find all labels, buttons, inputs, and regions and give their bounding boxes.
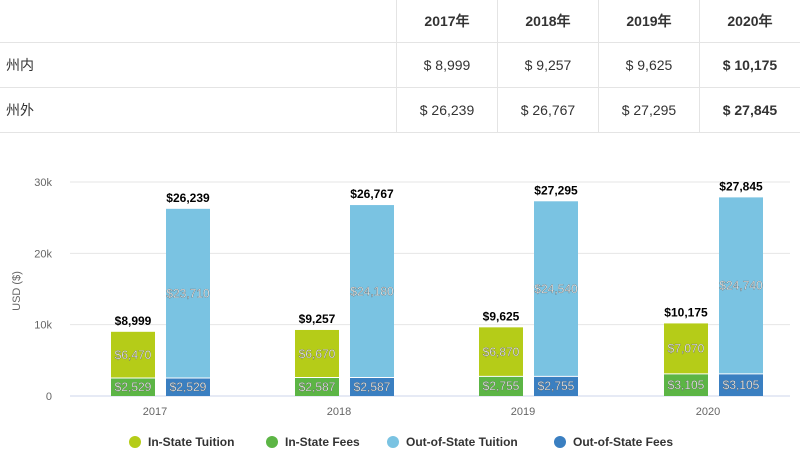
- bar-segment: [166, 208, 210, 378]
- legend-label: Out-of-State Fees: [573, 435, 673, 449]
- x-tick-label: 2017: [143, 406, 167, 418]
- data-label: $23,710: [166, 286, 210, 300]
- bar-segment: [295, 377, 339, 396]
- year-header: 2020年: [698, 0, 800, 43]
- data-label: $2,529: [170, 380, 207, 394]
- x-tick-label: 2020: [696, 406, 720, 418]
- y-tick-label: 0: [46, 391, 52, 403]
- table-cell: $ 27,845: [698, 87, 800, 133]
- x-tick-label: 2018: [327, 406, 351, 418]
- tuition-table: 2017年 2018年 2019年 2020年 州内 $ 8,999 $ 9,2…: [0, 0, 800, 133]
- bar-segment: [719, 197, 763, 374]
- bar-segment: [111, 377, 155, 396]
- bar-segment: [111, 331, 155, 378]
- legend-swatch: [554, 436, 566, 448]
- bar-segment: [534, 201, 578, 377]
- bar-segment: [295, 329, 339, 378]
- legend-swatch: [387, 436, 399, 448]
- total-label: $27,845: [719, 179, 763, 193]
- legend-item-in-state-tuition[interactable]: In-State Tuition: [129, 435, 234, 449]
- chart-legend: In-State Tuition In-State Fees Out-of-St…: [129, 435, 673, 449]
- row-label: 州外: [0, 87, 397, 133]
- data-label: $24,740: [719, 279, 763, 293]
- total-label: $9,257: [299, 312, 336, 326]
- table-row-in-state: 州内 $ 8,999 $ 9,257 $ 9,625 $ 10,175: [0, 42, 800, 88]
- data-label: $2,529: [115, 380, 152, 394]
- total-label: $26,239: [166, 191, 210, 205]
- chart-bars: $2,529 $6,470 $8,999 $2,529 $23,710 $26,239 $2…: [111, 179, 763, 396]
- table-cell: $ 26,239: [396, 87, 498, 133]
- table-header-row: 2017年 2018年 2019年 2020年: [0, 0, 800, 43]
- data-label: $2,587: [354, 380, 391, 394]
- table-corner-cell: [0, 0, 397, 43]
- legend-swatch: [129, 436, 141, 448]
- data-label: $24,540: [534, 282, 578, 296]
- table-cell: $ 8,999: [396, 42, 498, 88]
- y-axis: USD ($) 0 10k 20k 30k: [11, 177, 52, 403]
- bar-segment: [350, 377, 394, 396]
- total-label: $9,625: [483, 309, 520, 323]
- data-label: $6,470: [115, 348, 152, 362]
- bar-segment: [166, 377, 210, 396]
- total-label: $8,999: [115, 314, 152, 328]
- bar-segment: [534, 376, 578, 396]
- x-axis: 2017 2018 2019 2020: [143, 406, 720, 418]
- data-label: $7,070: [668, 342, 705, 356]
- bar-segment: [479, 327, 523, 377]
- year-header: 2019年: [597, 0, 700, 43]
- total-label: $27,295: [534, 183, 578, 197]
- legend-item-out-of-state-tuition[interactable]: Out-of-State Tuition: [387, 435, 518, 449]
- table-cell: $ 9,257: [496, 42, 599, 88]
- y-axis-label: USD ($): [11, 271, 23, 311]
- legend-swatch: [266, 436, 278, 448]
- bar-segment: [664, 323, 708, 374]
- data-label: $3,105: [723, 378, 760, 392]
- table-cell: $ 10,175: [698, 42, 800, 88]
- data-label: $2,587: [299, 380, 336, 394]
- bar-segment: [350, 205, 394, 378]
- legend-label: In-State Tuition: [148, 435, 234, 449]
- table-cell: $ 26,767: [496, 87, 599, 133]
- y-tick-label: 10k: [34, 320, 52, 332]
- y-tick-label: 20k: [34, 248, 52, 260]
- year-header: 2017年: [396, 0, 498, 43]
- table-row-out-of-state: 州外 $ 26,239 $ 26,767 $ 27,295 $ 27,845: [0, 87, 800, 133]
- legend-label: Out-of-State Tuition: [406, 435, 518, 449]
- data-label: $6,870: [483, 345, 520, 359]
- data-label: $2,755: [538, 379, 575, 393]
- legend-item-out-of-state-fees[interactable]: Out-of-State Fees: [554, 435, 673, 449]
- data-label: $3,105: [668, 378, 705, 392]
- year-header: 2018年: [496, 0, 599, 43]
- data-label: $24,180: [350, 284, 394, 298]
- bar-segment: [664, 373, 708, 396]
- table-cell: $ 27,295: [597, 87, 700, 133]
- bar-segment: [719, 373, 763, 396]
- legend-item-in-state-fees[interactable]: In-State Fees: [266, 435, 360, 449]
- total-label: $10,175: [664, 305, 708, 319]
- y-tick-label: 30k: [34, 177, 52, 189]
- total-label: $26,767: [350, 187, 394, 201]
- row-label: 州内: [0, 42, 397, 88]
- data-label: $6,670: [299, 347, 336, 361]
- x-tick-label: 2019: [511, 406, 535, 418]
- bar-segment: [479, 376, 523, 396]
- data-label: $2,755: [483, 379, 520, 393]
- table-cell: $ 9,625: [597, 42, 700, 88]
- legend-label: In-State Fees: [285, 435, 360, 449]
